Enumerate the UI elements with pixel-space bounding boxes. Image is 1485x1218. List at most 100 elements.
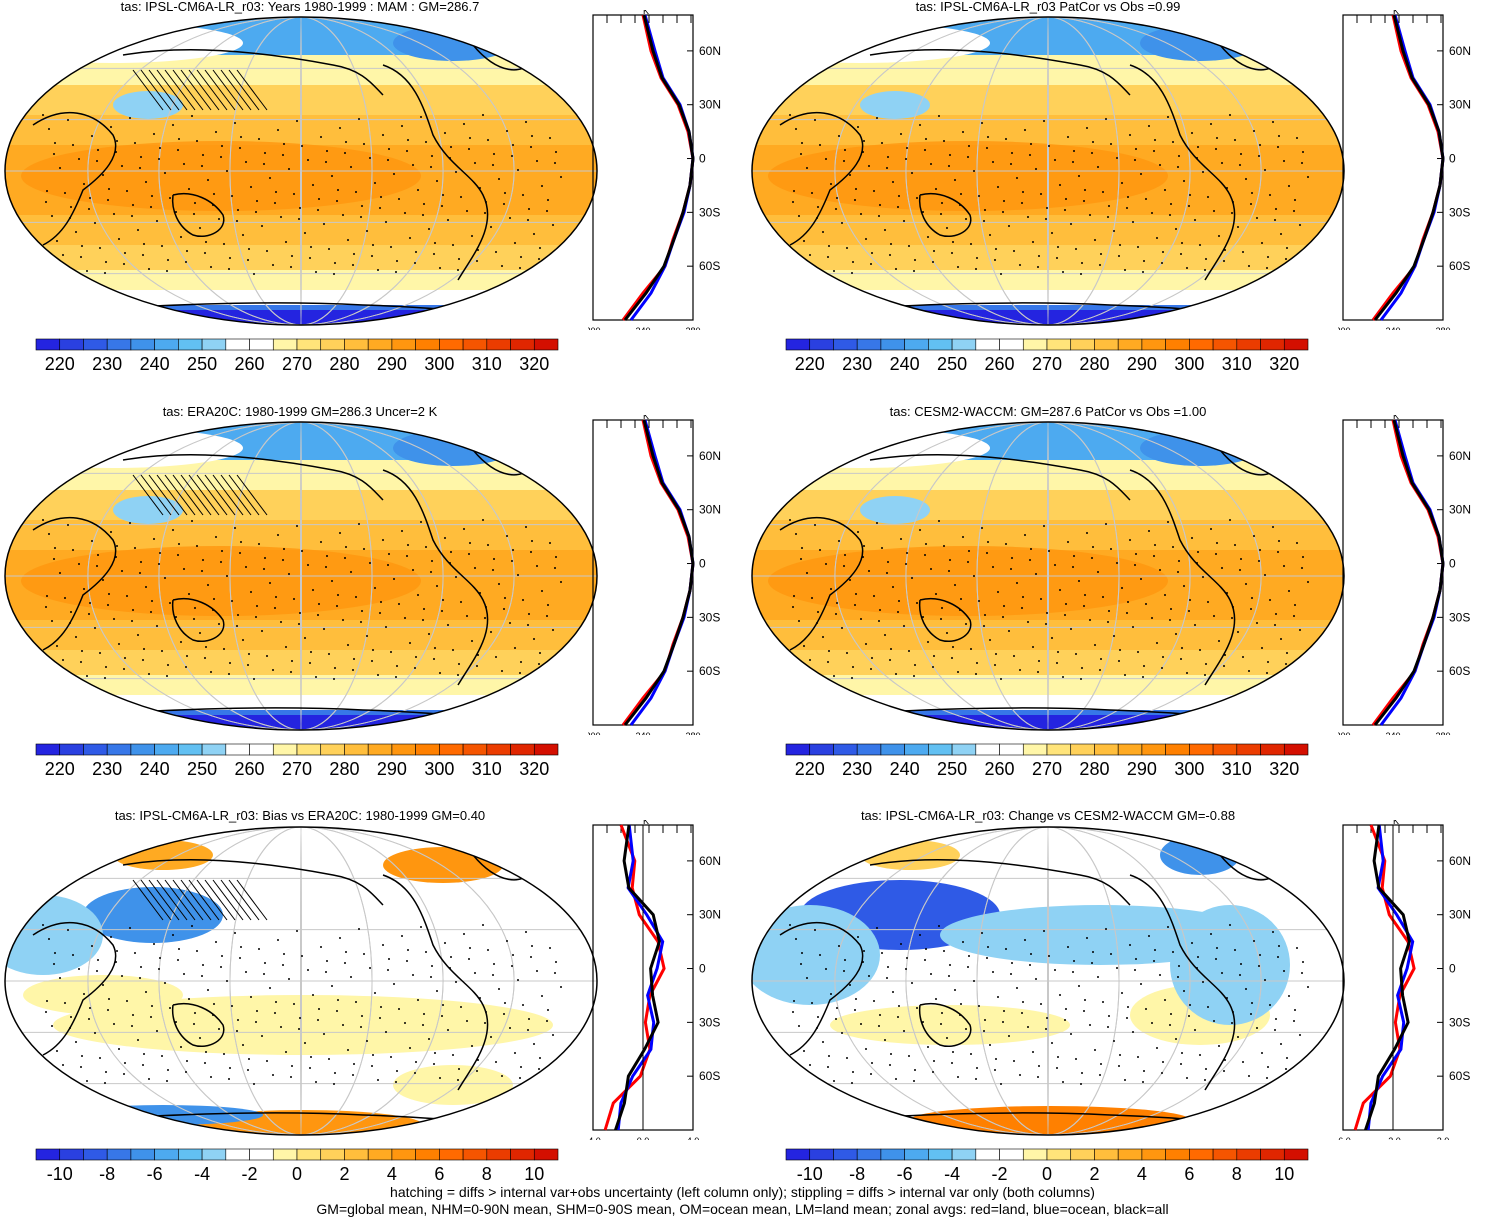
map-p5 — [4, 826, 598, 1136]
stipple-dot — [352, 264, 354, 266]
stipple-dot — [1234, 949, 1236, 951]
stipple-dot — [1177, 166, 1179, 168]
stipple-dot — [533, 1043, 535, 1045]
stipple-dot — [145, 991, 147, 993]
stipple-dot — [512, 954, 514, 956]
stipple-dot — [1140, 578, 1142, 580]
stipple-dot — [336, 200, 338, 202]
stipple-dot — [1181, 242, 1183, 244]
stipple-dot — [1142, 271, 1144, 273]
stipple-dot — [860, 1023, 862, 1025]
stipple-dot — [1205, 258, 1207, 260]
stipple-dot — [1043, 930, 1045, 932]
colorbar-tick-label: 250 — [937, 354, 968, 374]
zonal-lat-label: 30N — [1449, 503, 1471, 517]
stipple-dot — [927, 641, 929, 643]
stipple-dot — [388, 553, 390, 555]
stipple-dot — [527, 624, 529, 626]
anomaly-blob — [830, 1005, 1070, 1045]
stipple-dot — [865, 1048, 867, 1050]
zonal-x-tick-label: 200 — [588, 326, 601, 330]
stipple-dot — [1038, 255, 1040, 257]
stipple-dot — [70, 611, 72, 613]
stipple-dot — [458, 1068, 460, 1070]
stipple-dot — [814, 929, 816, 931]
zonal-unit-label: K — [1393, 10, 1399, 16]
stipple-dot — [215, 536, 217, 538]
stipple-dot — [234, 932, 236, 934]
stipple-dot — [1239, 569, 1241, 571]
colorbar-swatch — [856, 743, 882, 756]
stipple-dot — [808, 670, 810, 672]
stipple-dot — [363, 548, 365, 550]
stipple-dot — [1065, 1008, 1067, 1010]
graticule-lon — [87, 17, 515, 325]
colorbar-tick-label: -8 — [849, 1164, 866, 1184]
stipple-dot — [393, 578, 395, 580]
stipple-dot — [166, 675, 168, 677]
stipple-dot — [352, 1074, 354, 1076]
stipple-dot — [89, 197, 91, 199]
stipple-dot — [318, 198, 320, 200]
hatch-line — [140, 474, 172, 516]
stipple-dot — [1030, 143, 1032, 145]
stipple-dot — [1283, 970, 1285, 972]
stipple-dot — [544, 677, 546, 679]
stipple-dot — [822, 636, 824, 638]
stipple-dot — [914, 664, 916, 666]
stipple-dot — [229, 1067, 231, 1069]
stipple-dot — [1064, 614, 1066, 616]
stipple-dot — [434, 647, 436, 649]
stipple-dot — [193, 618, 195, 620]
stipple-dot — [54, 952, 56, 954]
stipple-dot — [191, 115, 193, 117]
stipple-dot — [142, 254, 144, 256]
stipple-dot — [1100, 658, 1102, 660]
stipple-dot — [806, 572, 808, 574]
stipple-dot — [363, 143, 365, 145]
colorbar-swatch — [975, 743, 1000, 756]
stipple-dot — [158, 563, 160, 565]
zonal-lat-label: 0 — [1449, 152, 1456, 166]
colorbar-swatch — [154, 1148, 179, 1161]
stipple-dot — [951, 252, 953, 254]
stipple-dot — [404, 1022, 406, 1024]
stipple-dot — [492, 974, 494, 976]
stipple-dot — [1164, 594, 1166, 596]
stipple-dot — [1118, 1065, 1120, 1067]
stipple-dot — [1175, 1038, 1177, 1040]
stipple-dot — [822, 1041, 824, 1043]
stipple-dot — [285, 1051, 287, 1053]
stipple-dot — [172, 934, 174, 936]
stipple-dot — [863, 140, 865, 142]
stipple-dot — [477, 654, 479, 656]
stipple-dot — [1013, 250, 1015, 252]
colorbar-swatch — [83, 1148, 108, 1161]
stipple-dot — [96, 970, 98, 972]
stipple-dot — [62, 1064, 64, 1066]
stipple-dot — [994, 1069, 996, 1071]
stipple-dot — [938, 520, 940, 522]
stipple-dot — [62, 254, 64, 256]
coastline — [1129, 469, 1236, 686]
stipple-dot — [482, 924, 484, 926]
stipple-dot — [954, 989, 956, 991]
stipple-dot — [860, 618, 862, 620]
stipple-dot — [1127, 196, 1129, 198]
colorbar-swatch — [344, 743, 369, 756]
stipple-dot — [1213, 210, 1215, 212]
stipple-dot — [167, 1069, 169, 1071]
stipple-dot — [116, 140, 118, 142]
colorbar-swatch — [1236, 1148, 1261, 1161]
stipple-dot — [1056, 662, 1058, 664]
stipple-dot — [1080, 1083, 1082, 1085]
stipple-dot — [333, 273, 335, 275]
stipple-dot — [1070, 628, 1072, 630]
stipple-dot — [833, 1080, 835, 1082]
stipple-dot — [1092, 546, 1094, 548]
stipple-dot — [460, 1006, 462, 1008]
colorbar-swatch — [272, 338, 298, 351]
stipple-dot — [89, 1007, 91, 1009]
stipple-dot — [390, 1056, 392, 1058]
stipple-dot — [854, 1009, 856, 1011]
